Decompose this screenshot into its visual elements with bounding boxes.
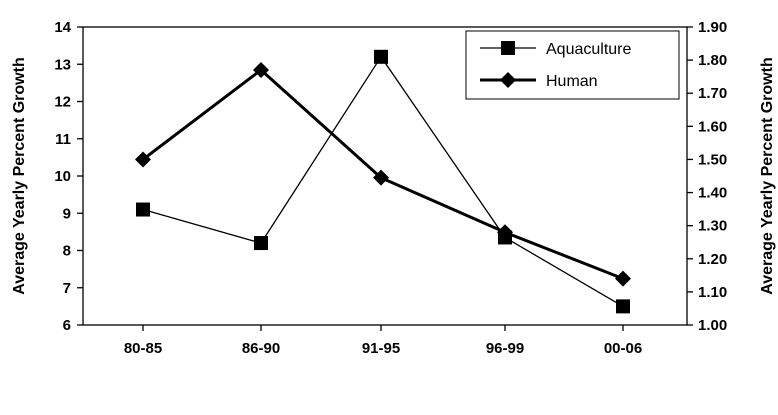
human-point xyxy=(373,169,389,186)
right-y-tick-label: 1.10 xyxy=(698,284,727,301)
x-tick-label: 80-85 xyxy=(124,340,162,357)
x-tick-label: 96-99 xyxy=(486,340,524,357)
right-y-tick-label: 1.70 xyxy=(698,85,727,102)
right-y-tick-label: 1.60 xyxy=(698,118,727,135)
legend-human-marker xyxy=(500,72,516,88)
right-y-tick-label: 1.30 xyxy=(698,218,727,235)
right-y-tick-label: 1.90 xyxy=(698,19,727,36)
left-y-tick-label: 11 xyxy=(55,131,71,148)
right-y-tick-label: 1.20 xyxy=(698,251,727,268)
human-point xyxy=(615,270,631,287)
x-axis: 80-85 86-90 91-95 96-99 00-06 xyxy=(124,325,642,357)
left-y-tick-label: 14 xyxy=(54,19,71,36)
left-y-axis: 6 7 8 9 10 11 12 13 14 xyxy=(54,19,83,334)
left-y-tick-label: 9 xyxy=(63,205,71,222)
legend: Aquaculture Human xyxy=(465,30,680,100)
x-tick-label: 91-95 xyxy=(362,340,400,357)
right-y-tick-label: 1.00 xyxy=(698,317,727,334)
right-y-axis-title: Average Yearly Percent Growth xyxy=(759,57,776,294)
human-point xyxy=(253,62,269,79)
legend-aquaculture-marker xyxy=(501,41,515,55)
aquaculture-point xyxy=(254,236,268,251)
x-tick-label: 00-06 xyxy=(604,340,642,357)
legend-aquaculture-label: Aquaculture xyxy=(546,41,631,58)
left-y-tick-label: 13 xyxy=(54,56,71,73)
aquaculture-point xyxy=(374,49,388,64)
left-y-tick-label: 6 xyxy=(63,317,71,334)
aquaculture-point xyxy=(136,202,150,217)
right-y-axis: 1.00 1.10 1.20 1.30 1.40 1.50 1.60 1.70 1.80 1.90 xyxy=(687,19,727,334)
legend-human-label: Human xyxy=(546,73,598,90)
human-point xyxy=(135,151,151,168)
left-y-tick-label: 12 xyxy=(54,94,71,111)
right-y-tick-label: 1.80 xyxy=(698,52,727,69)
aquaculture-point xyxy=(616,299,630,314)
right-y-tick-label: 1.40 xyxy=(698,185,727,202)
left-y-axis-title: Average Yearly Percent Growth xyxy=(11,57,28,294)
series-layer xyxy=(135,49,631,314)
left-y-tick-label: 10 xyxy=(54,168,71,185)
x-tick-label: 86-90 xyxy=(242,340,280,357)
left-y-tick-label: 7 xyxy=(63,280,71,297)
human-point xyxy=(497,224,513,241)
left-y-tick-label: 8 xyxy=(63,243,71,260)
right-y-tick-label: 1.50 xyxy=(698,151,727,168)
